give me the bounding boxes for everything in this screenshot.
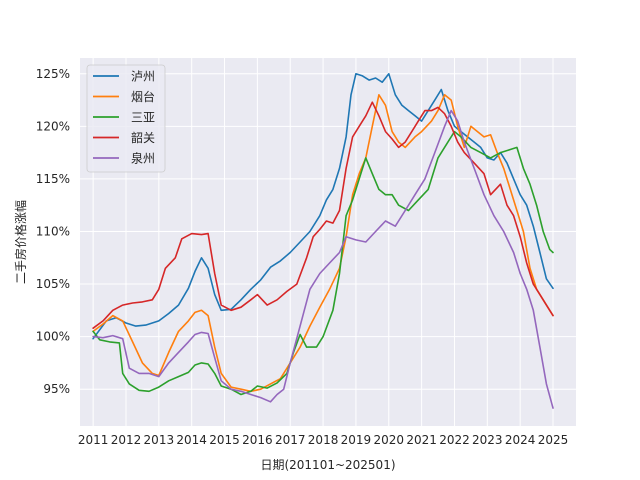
x-tick-label: 2016: [242, 433, 273, 447]
y-axis-label: 二手房价格涨幅: [13, 200, 28, 284]
x-tick-label: 2013: [144, 433, 175, 447]
y-tick-label: 105%: [36, 277, 70, 291]
y-tick-label: 120%: [36, 119, 70, 133]
y-tick-label: 110%: [36, 224, 70, 238]
y-tick-label: 125%: [36, 67, 70, 81]
series-line: [92, 73, 554, 340]
y-axis-ticks: 95% 100% 105% 110% 115% 120% 125%: [36, 67, 70, 396]
x-tick-label: 2024: [505, 433, 536, 447]
series-line: [92, 109, 554, 409]
x-tick-label: 2014: [176, 433, 207, 447]
legend-label: 泉州: [131, 152, 155, 166]
y-tick-label: 100%: [36, 330, 70, 344]
legend-label: 韶关: [131, 130, 155, 145]
x-tick-label: 2011: [78, 433, 109, 447]
series-line: [92, 101, 554, 329]
x-tick-label: 2015: [209, 433, 240, 447]
x-tick-label: 2017: [275, 433, 306, 447]
x-tick-label: 2022: [439, 433, 470, 447]
legend-box: [86, 64, 166, 173]
x-tick-label: 2012: [111, 433, 142, 447]
legend-label: 三亚: [131, 111, 155, 125]
series-line: [92, 94, 554, 393]
x-tick-label: 2020: [373, 433, 404, 447]
series-lines: [92, 73, 554, 409]
y-tick-label: 95%: [43, 382, 70, 396]
series-line: [92, 130, 554, 396]
legend-label: 泸州: [131, 70, 155, 84]
x-tick-label: 2021: [406, 433, 437, 447]
x-tick-label: 2018: [308, 433, 339, 447]
x-tick-label: 2019: [341, 433, 372, 447]
legend-label: 烟台: [131, 89, 155, 104]
x-tick-label: 2025: [538, 433, 569, 447]
y-tick-label: 115%: [36, 172, 70, 186]
x-axis-label: 日期(201101~202501): [260, 458, 395, 472]
x-axis-ticks: 2011 2012 2013 2014 2015 2016 2017 2018 2019 2020…: [78, 433, 568, 447]
x-tick-label: 2023: [472, 433, 503, 447]
